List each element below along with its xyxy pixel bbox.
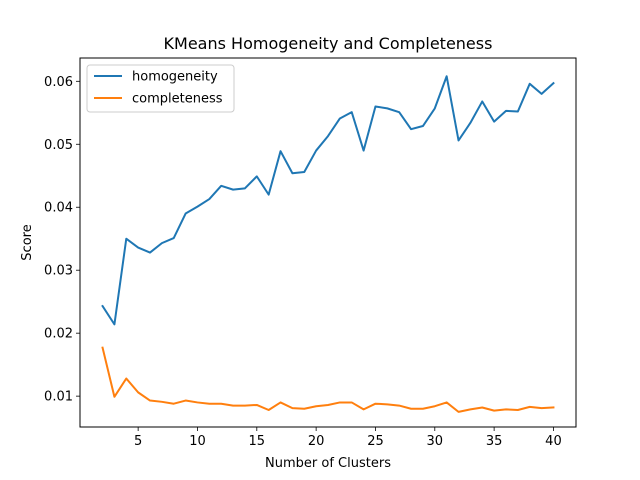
legend-label-completeness: completeness [132, 92, 223, 107]
y-tick-label: 0.04 [44, 201, 73, 216]
y-tick-label: 0.02 [44, 327, 73, 342]
x-tick-label: 15 [249, 434, 266, 449]
y-axis-label: Score [20, 224, 35, 260]
x-tick-label: 20 [308, 434, 325, 449]
x-tick-label: 5 [134, 434, 142, 449]
series-layer [101, 75, 555, 413]
plot-frame [79, 57, 577, 428]
x-axis-ticks: 5 10 15 20 25 30 35 40 [134, 427, 562, 449]
y-tick-label: 0.06 [44, 75, 73, 90]
y-tick-label: 0.01 [44, 390, 73, 405]
chart-title: KMeans Homogeneity and Completeness [164, 34, 493, 53]
x-tick-label: 30 [427, 434, 444, 449]
x-tick-label: 40 [545, 434, 562, 449]
legend: homogeneity completeness [86, 64, 235, 113]
x-tick-label: 35 [486, 434, 503, 449]
series-line-completeness [101, 346, 555, 413]
y-axis-ticks: 0.01 0.02 0.03 0.04 0.05 0.06 [44, 75, 80, 405]
legend-label-homogeneity: homogeneity [132, 70, 218, 85]
y-tick-label: 0.03 [44, 264, 73, 279]
x-tick-label: 10 [189, 434, 206, 449]
plot-background [80, 58, 576, 427]
series-line-homogeneity [101, 75, 555, 326]
plot-area [79, 57, 577, 428]
legend-box [86, 64, 235, 113]
x-tick-label: 25 [367, 434, 384, 449]
y-tick-label: 0.05 [44, 138, 73, 153]
x-axis-label: Number of Clusters [265, 456, 391, 471]
